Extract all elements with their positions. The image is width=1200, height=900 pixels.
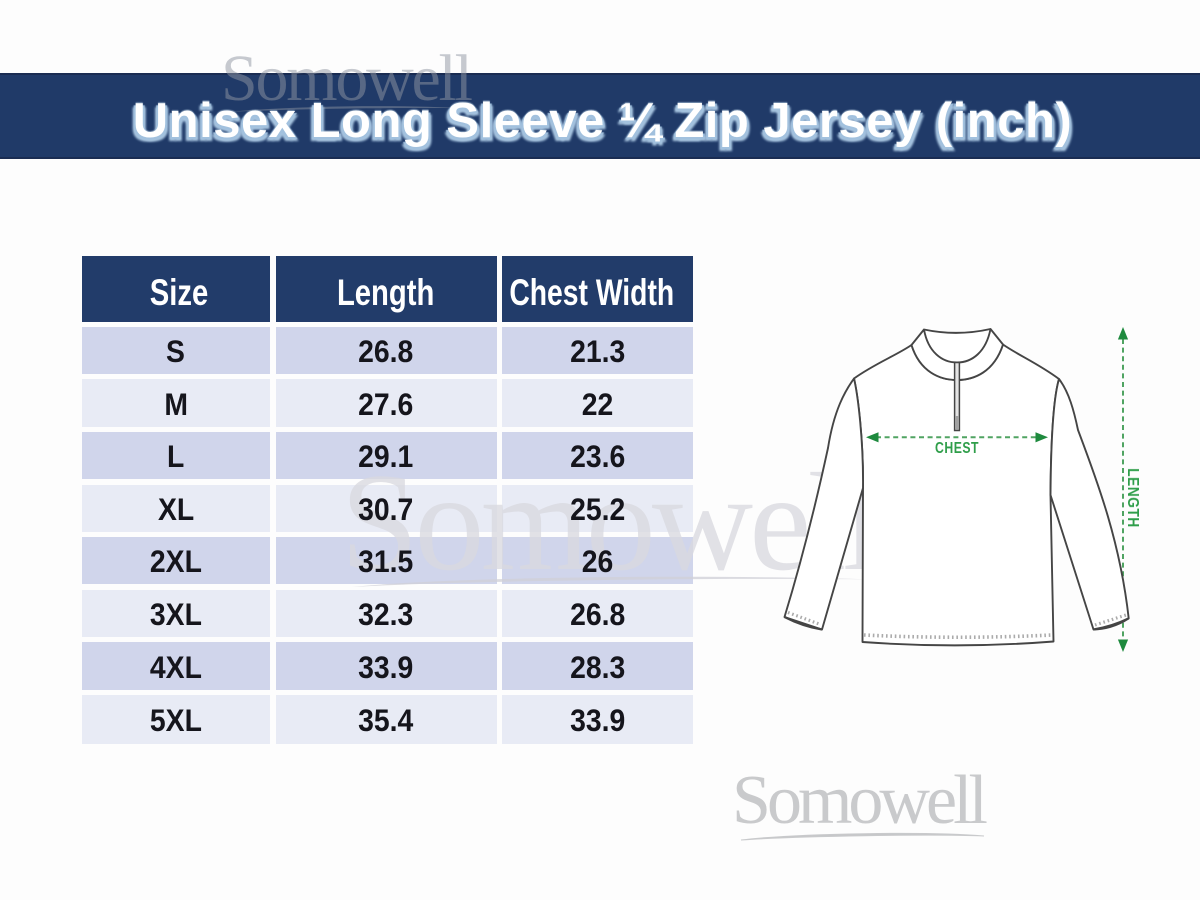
svg-text:Somowell: Somowell [341, 450, 882, 600]
svg-text:Somowell: Somowell [221, 42, 473, 115]
svg-text:Somowell: Somowell [732, 762, 988, 839]
